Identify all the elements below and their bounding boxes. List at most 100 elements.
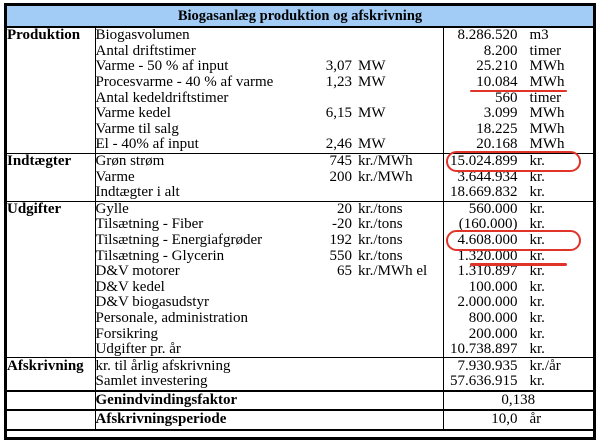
rate-cell: 20 kr./tons — [297, 200, 443, 218]
label-cell: D&V kedel — [95, 278, 165, 295]
section-cell — [7, 232, 96, 249]
label-cell: Gylle — [95, 200, 297, 218]
value-number: 4.608.000 — [457, 232, 518, 249]
rate-unit: kr./MWh el — [358, 263, 428, 280]
red-circle-annotation — [445, 230, 581, 251]
section-cell — [7, 389, 96, 411]
value-cell: 3.644.934 kr. — [442, 168, 593, 185]
section-cell — [7, 295, 96, 311]
value-number: 15.024.899 — [450, 153, 518, 170]
table-row: Indtægter Grøn strøm 745 kr./MWh 15.024.899 k… — [7, 151, 593, 172]
value-cell: 200.000 kr. — [442, 325, 593, 342]
table-row: D&V biogasudstyr 2.000.000 kr. — [7, 295, 593, 311]
value-unit: kr. — [529, 278, 545, 295]
rate-cell: 2,46 MW — [297, 137, 443, 153]
value-number: 800.000 — [468, 309, 518, 326]
section-cell — [7, 90, 96, 106]
value-number: 20.168 — [476, 136, 518, 153]
value-cell: 8.286.520 m3 — [442, 27, 593, 44]
red-circle-annotation — [445, 151, 581, 172]
rate-cell: 65 kr./MWh el — [297, 264, 443, 280]
rate-unit: kr./tons — [358, 247, 403, 264]
table-row: Tilsætning - Fiber -20 kr./tons (160.000) kr… — [7, 217, 593, 233]
label-cell: Personale, administration — [95, 309, 248, 326]
rate-cell — [297, 311, 443, 327]
rate-number: 3,07 — [325, 58, 352, 75]
section-cell — [7, 279, 96, 296]
table-row: Udgifter pr. år 10.738.897 kr. — [7, 342, 593, 358]
section-cell: Indtægter — [7, 152, 96, 170]
value-unit: kr. — [529, 263, 545, 280]
section-cell: Udgifter — [7, 200, 96, 218]
table-row: Varme kedel 6,15 MW 3.099 MWh — [7, 106, 593, 122]
rate-unit: MW — [358, 136, 386, 153]
value-unit: timer — [529, 89, 562, 106]
value-cell: 7.930.935 kr./år — [442, 357, 593, 375]
label-cell: Samlet investering — [95, 373, 208, 390]
label-cell: Biogasvolumen — [95, 27, 190, 44]
label-cell: Procesvarme - 40 % af varme — [95, 74, 274, 91]
rate-unit: MW — [358, 58, 386, 75]
label-cell: Tilsætning - Glycerin — [95, 247, 225, 264]
value-number: 10,0 — [491, 411, 518, 428]
label-cell: Udgifter pr. år — [95, 341, 181, 358]
label-cell: Varme — [95, 168, 135, 185]
label-cell: D&V biogasudstyr — [95, 294, 209, 311]
section-cell — [7, 121, 96, 138]
value-unit: kr. — [529, 341, 545, 358]
section-cell — [7, 184, 96, 202]
value-unit: MWh — [529, 136, 565, 153]
table-row: El - 40% af input 2,46 MW 20.168 MWh — [7, 136, 593, 154]
rate-unit: kr./MWh — [358, 153, 413, 170]
section-cell — [7, 217, 96, 233]
table-row: Tilsætning - Glycerin 550 kr./tons 1.320.00… — [7, 247, 593, 266]
label-cell: Antal kedeldriftstimer — [95, 89, 229, 106]
rate-cell: 192 kr./tons — [297, 233, 443, 249]
red-underline-annotation — [469, 263, 567, 266]
value-number: 1.320.000 — [457, 247, 518, 264]
table-row: Afskrivning kr. til årlig afskrivning 7.93… — [7, 357, 593, 375]
value-number: 0,138 — [501, 391, 536, 408]
label-cell: Grøn strøm — [95, 152, 297, 170]
section-cell: Produktion — [7, 28, 96, 44]
rate-cell — [297, 342, 443, 358]
value-unit: kr./år — [529, 357, 561, 374]
rate-cell — [297, 44, 443, 60]
table-row: Personale, administration 800.000 kr. — [7, 309, 593, 327]
rate-number: 192 — [329, 232, 353, 249]
value-unit: kr. — [529, 168, 545, 185]
biogas-table: Biogasanlæg produktion og afskrivning Pr… — [4, 3, 596, 440]
rate-number: 550 — [329, 247, 353, 264]
value-unit: MWh — [529, 120, 565, 137]
value-unit: kr. — [529, 232, 545, 249]
value-unit: kr. — [529, 325, 545, 342]
label-cell: Varme - 50 % af input — [95, 58, 229, 75]
table-row: Varme - 50 % af input 3,07 MW 25.210 MWh — [7, 59, 593, 75]
section-cell — [7, 169, 96, 185]
rate-cell — [297, 357, 443, 375]
rate-unit: MW — [358, 105, 386, 122]
red-underline-annotation — [469, 89, 567, 93]
rate-cell: 1,23 MW — [297, 75, 443, 91]
label-cell: Forsikring — [95, 325, 159, 342]
section-cell — [7, 248, 96, 264]
label-cell: Tilsætning - Energiafgrøder — [95, 232, 263, 249]
rate-number: 2,46 — [325, 136, 352, 153]
value-number: 18.225 — [476, 120, 518, 137]
value-cell: 57.636.915 kr. — [442, 374, 593, 391]
value-cell: (160.000) kr. — [442, 217, 593, 233]
rate-number: 20 — [337, 200, 352, 217]
value-unit: m3 — [529, 27, 549, 44]
value-unit: timer — [529, 42, 562, 59]
value-cell: 25.210 MWh — [442, 59, 593, 75]
rate-unit: kr./tons — [358, 200, 403, 217]
label-cell: Afskrivningsperiode — [95, 409, 297, 431]
label-cell: Indtægter i alt — [95, 184, 180, 201]
table-row: Samlet investering 57.636.915 kr. — [7, 374, 593, 391]
section-cell — [7, 326, 96, 342]
section-cell — [7, 74, 96, 91]
rate-number: 1,23 — [325, 74, 352, 91]
rate-unit: kr./MWh — [358, 168, 413, 185]
value-number: 8.286.520 — [457, 27, 518, 44]
value-cell: 20.168 MWh — [442, 136, 593, 154]
